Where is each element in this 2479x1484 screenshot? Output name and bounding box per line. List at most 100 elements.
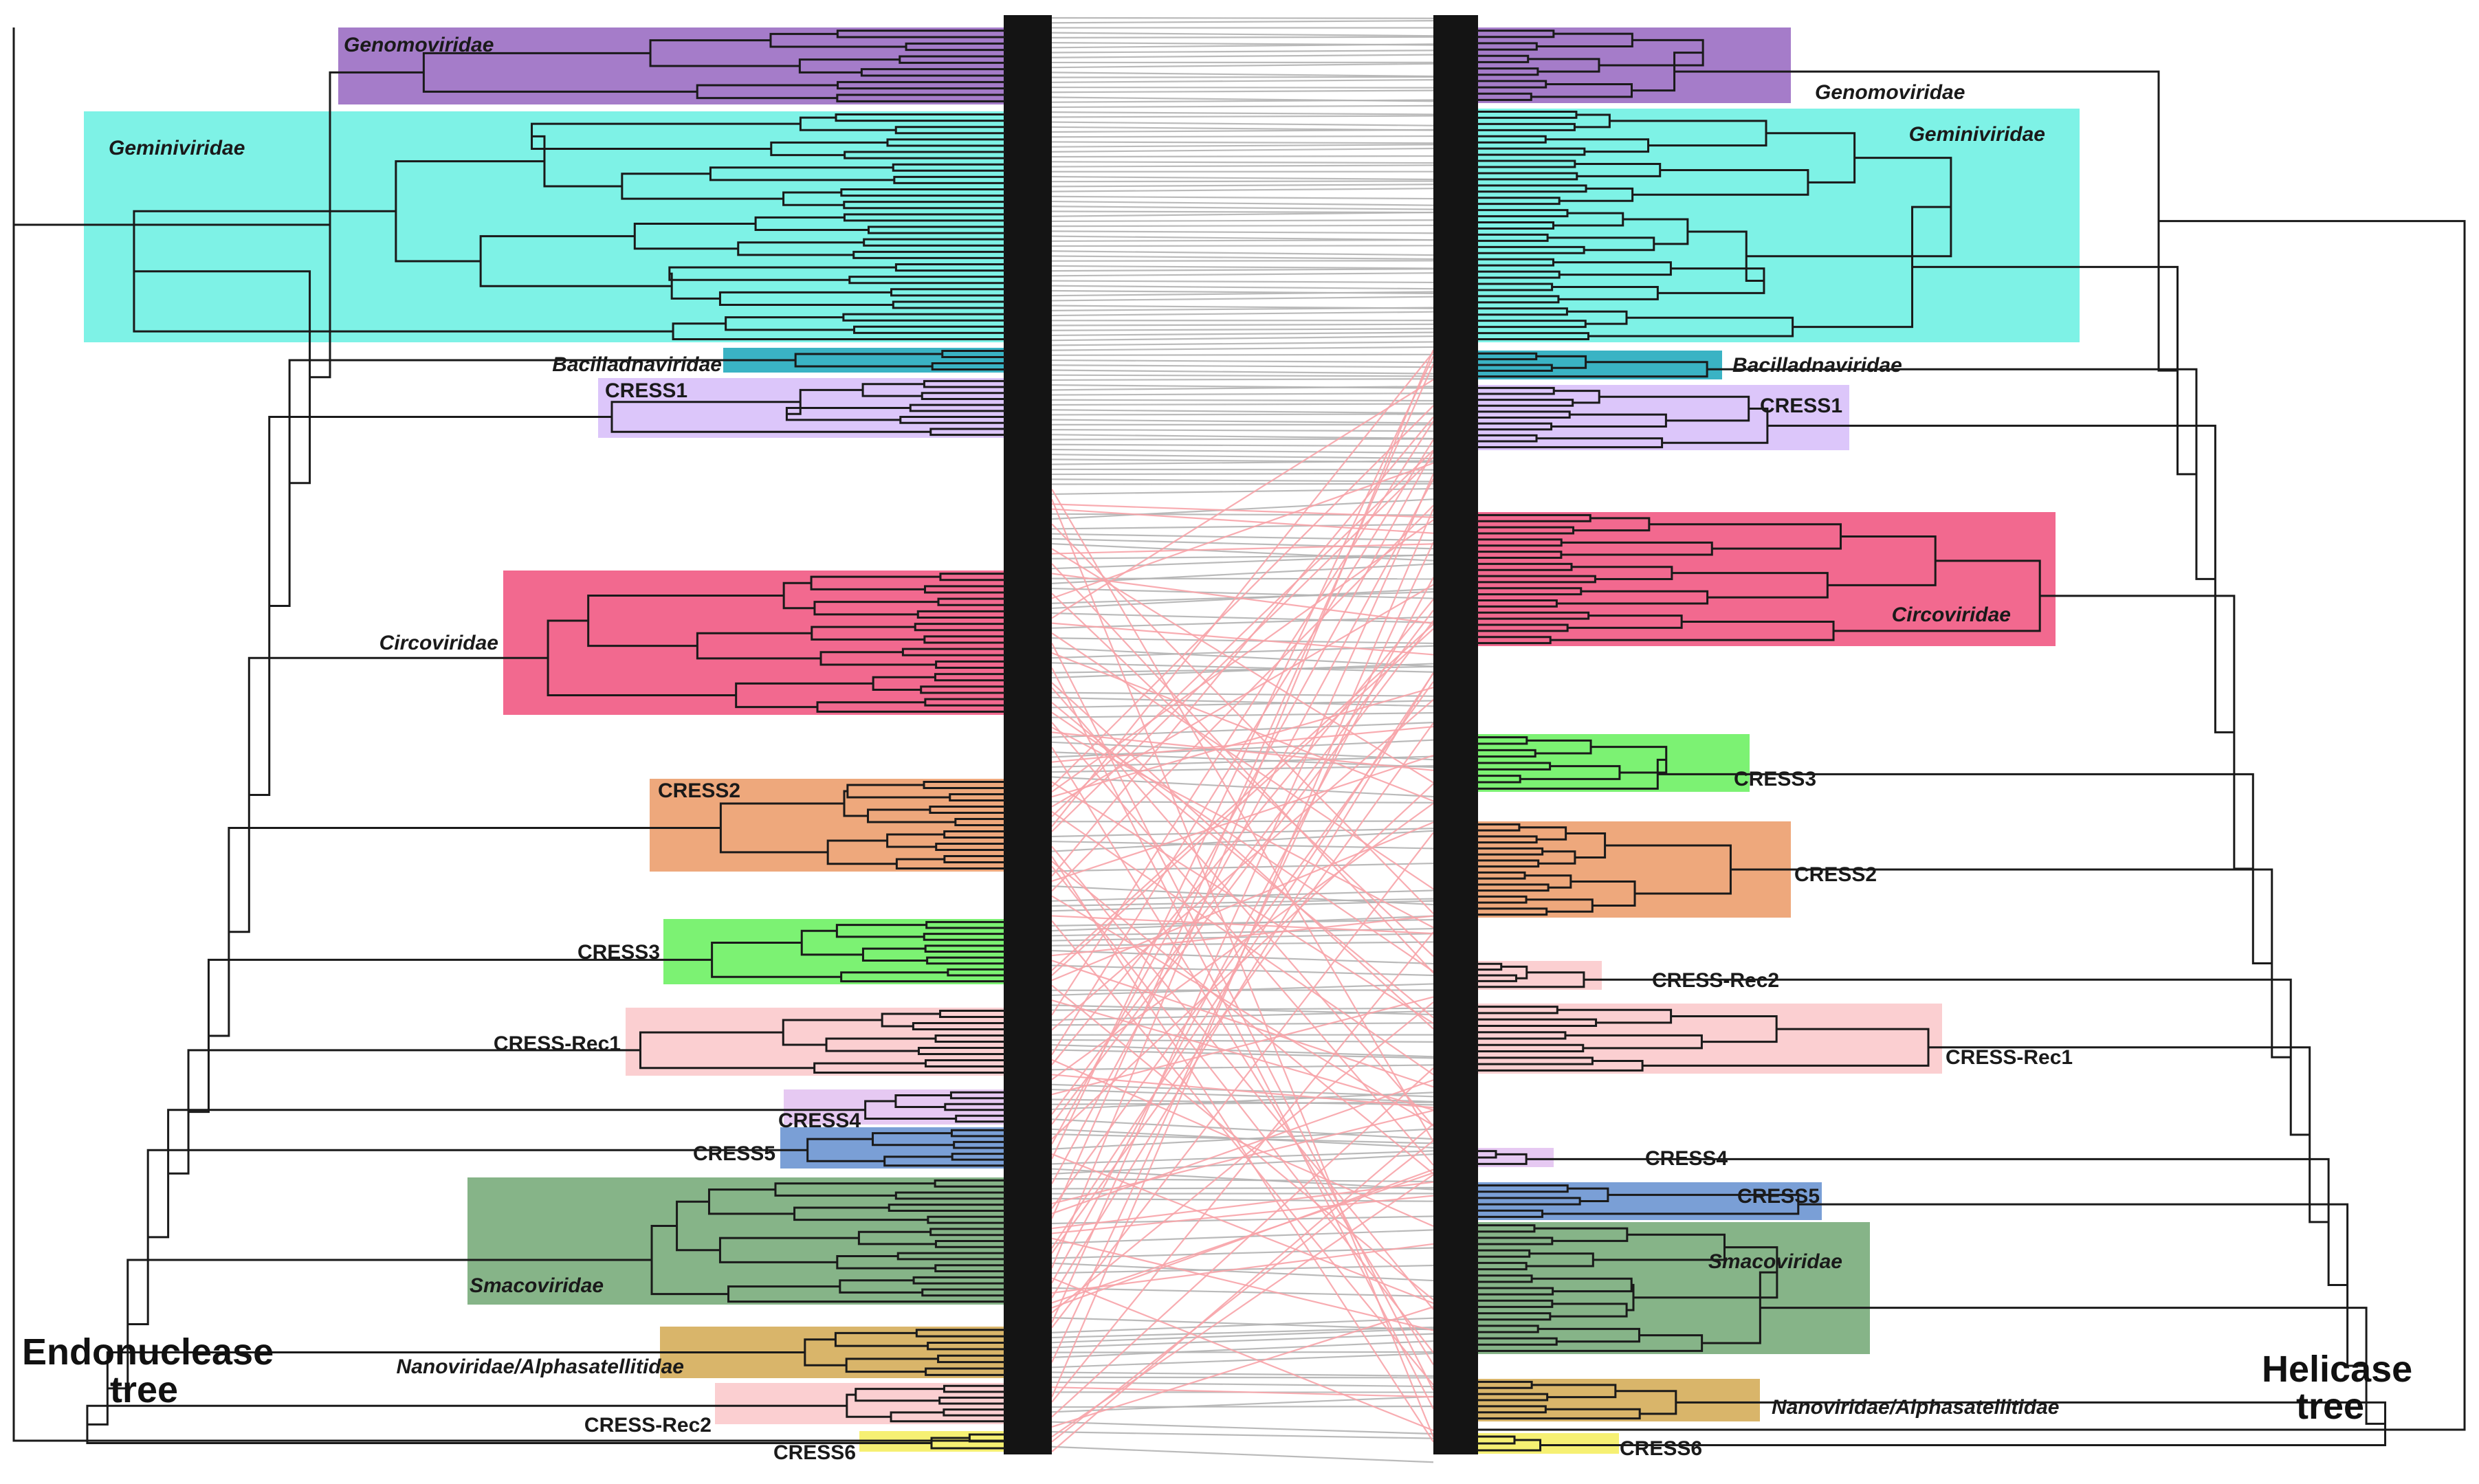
- left-label-nanoviridae-alphasatellitidae: Nanoviridae/Alphasatellitidae: [397, 1355, 684, 1378]
- tip-link: [1052, 1008, 1433, 1010]
- tip-link: [1052, 177, 1433, 179]
- right-label-cress6: CRESS6: [1620, 1437, 1702, 1460]
- tip-link: [1052, 350, 1433, 1268]
- tip-link: [1052, 184, 1433, 186]
- left-label-cress6: CRESS6: [773, 1441, 856, 1464]
- tip-link: [1052, 1068, 1433, 1417]
- tip-link: [1052, 162, 1433, 163]
- tip-link: [1052, 524, 1433, 529]
- tip-link: [1052, 21, 1433, 23]
- tip-link: [1052, 77, 1433, 78]
- tip-link: [1052, 231, 1433, 233]
- tip-link: [1052, 256, 1433, 258]
- tip-link: [1052, 539, 1433, 549]
- right-tree-title-line2: tree: [2296, 1386, 2364, 1427]
- right-label-cress-rec2: CRESS-Rec2: [1652, 969, 1779, 992]
- tip-link: [1052, 112, 1433, 114]
- right-label-genomoviridae: Genomoviridae: [1815, 81, 1965, 104]
- tip-link: [1052, 573, 1433, 623]
- tip-link: [1052, 312, 1433, 315]
- tip-link: [1052, 266, 1433, 269]
- tip-link: [1052, 1244, 1433, 1293]
- tip-link: [1052, 201, 1433, 206]
- tip-link: [1052, 251, 1433, 255]
- right-label-cress-rec1: CRESS-Rec1: [1946, 1046, 2073, 1069]
- tip-link: [1052, 156, 1433, 157]
- tip-link: [1052, 410, 1433, 413]
- tip-link: [1052, 333, 1433, 335]
- right-label-bacilladnaviridae: Bacilladnaviridae: [1732, 354, 1902, 377]
- right-label-geminiviridae: Geminiviridae: [1909, 123, 2045, 146]
- tip-link: [1052, 64, 1433, 67]
- tip-link: [1052, 489, 1433, 1142]
- tip-link: [1052, 281, 1433, 283]
- tip-link: [1052, 916, 1433, 956]
- tip-link: [1052, 342, 1433, 345]
- left-label-cress-rec1: CRESS-Rec1: [494, 1032, 621, 1055]
- left-label-cress1: CRESS1: [605, 379, 687, 402]
- tip-link: [1052, 91, 1433, 93]
- tip-link: [1052, 273, 1433, 276]
- right-label-cress1: CRESS1: [1760, 395, 1842, 417]
- tip-link: [1052, 148, 1433, 152]
- tip-link: [1052, 236, 1433, 240]
- tip-links: [1052, 18, 1433, 1462]
- tip-link: [1052, 434, 1433, 439]
- tip-link: [1052, 1447, 1433, 1462]
- right-label-cress4: CRESS4: [1645, 1147, 1728, 1170]
- right-tree-title-line1: Helicase: [2262, 1349, 2412, 1390]
- tip-link: [1052, 1382, 1433, 1386]
- tip-link: [1052, 297, 1433, 301]
- tip-link: [1052, 375, 1433, 377]
- tip-link: [1052, 336, 1433, 340]
- tip-link: [1052, 44, 1433, 47]
- tip-link: [1052, 450, 1433, 453]
- tip-link: [1052, 72, 1433, 76]
- tip-link: [1052, 866, 1433, 1353]
- tip-link: [1052, 1318, 1433, 1329]
- tip-link: [1052, 130, 1433, 132]
- tip-link: [1052, 370, 1433, 373]
- tip-link: [1052, 197, 1433, 199]
- tip-link: [1052, 1352, 1433, 1353]
- tip-link: [1052, 55, 1433, 58]
- tip-link: [1052, 564, 1433, 973]
- tip-link: [1052, 116, 1433, 118]
- tip-link: [1052, 286, 1433, 289]
- right-label-cress5: CRESS5: [1737, 1185, 1820, 1208]
- left-label-smacoviridae: Smacoviridae: [470, 1274, 604, 1297]
- tip-link: [1052, 347, 1433, 351]
- left-label-circoviridae: Circoviridae: [379, 632, 498, 654]
- right-label-cress2: CRESS2: [1794, 863, 1877, 886]
- left-label-cress5: CRESS5: [693, 1142, 775, 1165]
- right-label-circoviridae: Circoviridae: [1892, 603, 2011, 626]
- tip-link: [1052, 469, 1433, 470]
- tip-link: [1052, 106, 1433, 107]
- tip-link: [1052, 404, 1433, 405]
- tip-link: [1052, 245, 1433, 246]
- tip-link: [1052, 87, 1433, 88]
- tip-link: [1052, 165, 1433, 166]
- tip-link: [1052, 1230, 1433, 1243]
- tip-link: [1052, 400, 1433, 401]
- tip-link: [1052, 479, 1433, 481]
- tip-link: [1052, 430, 1433, 431]
- right-label-smacoviridae: Smacoviridae: [1708, 1250, 1842, 1273]
- left-label-cress-rec2: CRESS-Rec2: [584, 1414, 712, 1437]
- tip-link: [1052, 80, 1433, 82]
- tip-link: [1052, 861, 1433, 1174]
- left-label-cress4: CRESS4: [778, 1109, 861, 1132]
- tip-link: [1052, 393, 1433, 395]
- left-label-geminiviridae: Geminiviridae: [109, 137, 245, 159]
- left-tip-column: [1004, 15, 1052, 1454]
- tip-link: [1052, 18, 1433, 19]
- tip-link: [1052, 144, 1433, 146]
- tip-link: [1052, 379, 1433, 380]
- left-label-bacilladnaviridae: Bacilladnaviridae: [552, 353, 722, 376]
- tip-link: [1052, 1377, 1433, 1378]
- tip-link: [1052, 240, 1433, 241]
- right-label-nanoviridae-alphasatellitidae: Nanoviridae/Alphasatellitidae: [1772, 1396, 2059, 1419]
- tip-link: [1052, 821, 1433, 822]
- tip-link: [1052, 324, 1433, 326]
